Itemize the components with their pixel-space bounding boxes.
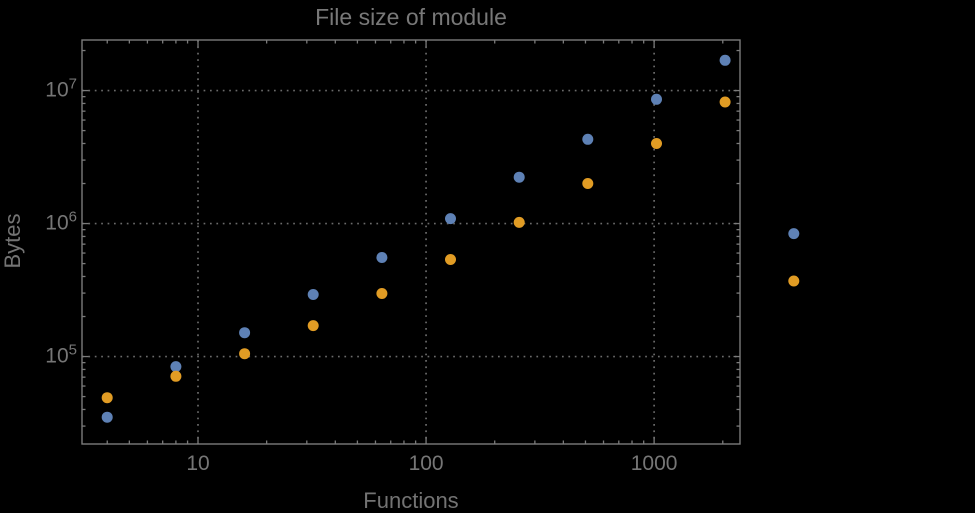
y-tick-label: 105 [45,340,77,367]
data-point-series-2-orange [788,275,800,287]
data-point-series-2-orange [582,178,594,189]
data-point-series-2-orange [376,288,388,299]
data-point-series-1-blue [582,133,594,145]
data-point-series-1-blue [513,171,525,183]
data-point-series-1-blue [445,213,456,225]
data-point-series-1-blue [719,54,731,66]
y-tick-label: 106 [45,208,77,235]
y-tick-exponent: 6 [68,208,77,226]
data-point-series-2-orange [239,348,251,360]
data-point-series-1-blue [651,93,662,105]
x-tick-label: 1000 [630,452,678,475]
data-point-series-1-blue [788,228,800,240]
data-point-series-2-orange [445,254,456,265]
y-tick-exponent: 5 [68,340,77,358]
x-axis-label: Functions [363,488,459,513]
x-tick-label: 10 [186,452,210,475]
data-point-series-1-blue [307,289,319,300]
data-point-series-2-orange [170,370,182,382]
x-tick-label: 100 [408,452,444,475]
axis-ticks [82,40,740,444]
data-points [101,54,800,423]
y-tick-label: 107 [45,75,77,102]
data-point-series-2-orange [719,96,731,108]
plot-frame [81,39,741,445]
data-point-series-2-orange [651,138,662,149]
data-point-series-1-blue [239,327,251,339]
data-point-series-2-orange [101,392,113,404]
y-tick-exponent: 7 [68,75,77,93]
data-point-series-1-blue [376,252,388,263]
data-point-series-1-blue [170,361,182,373]
data-point-series-2-orange [513,216,525,228]
y-axis-label: Bytes [0,213,25,269]
data-point-series-2-orange [307,320,319,332]
data-point-series-1-blue [101,411,113,423]
chart-title: File size of module [315,4,507,30]
gridlines [82,40,740,444]
